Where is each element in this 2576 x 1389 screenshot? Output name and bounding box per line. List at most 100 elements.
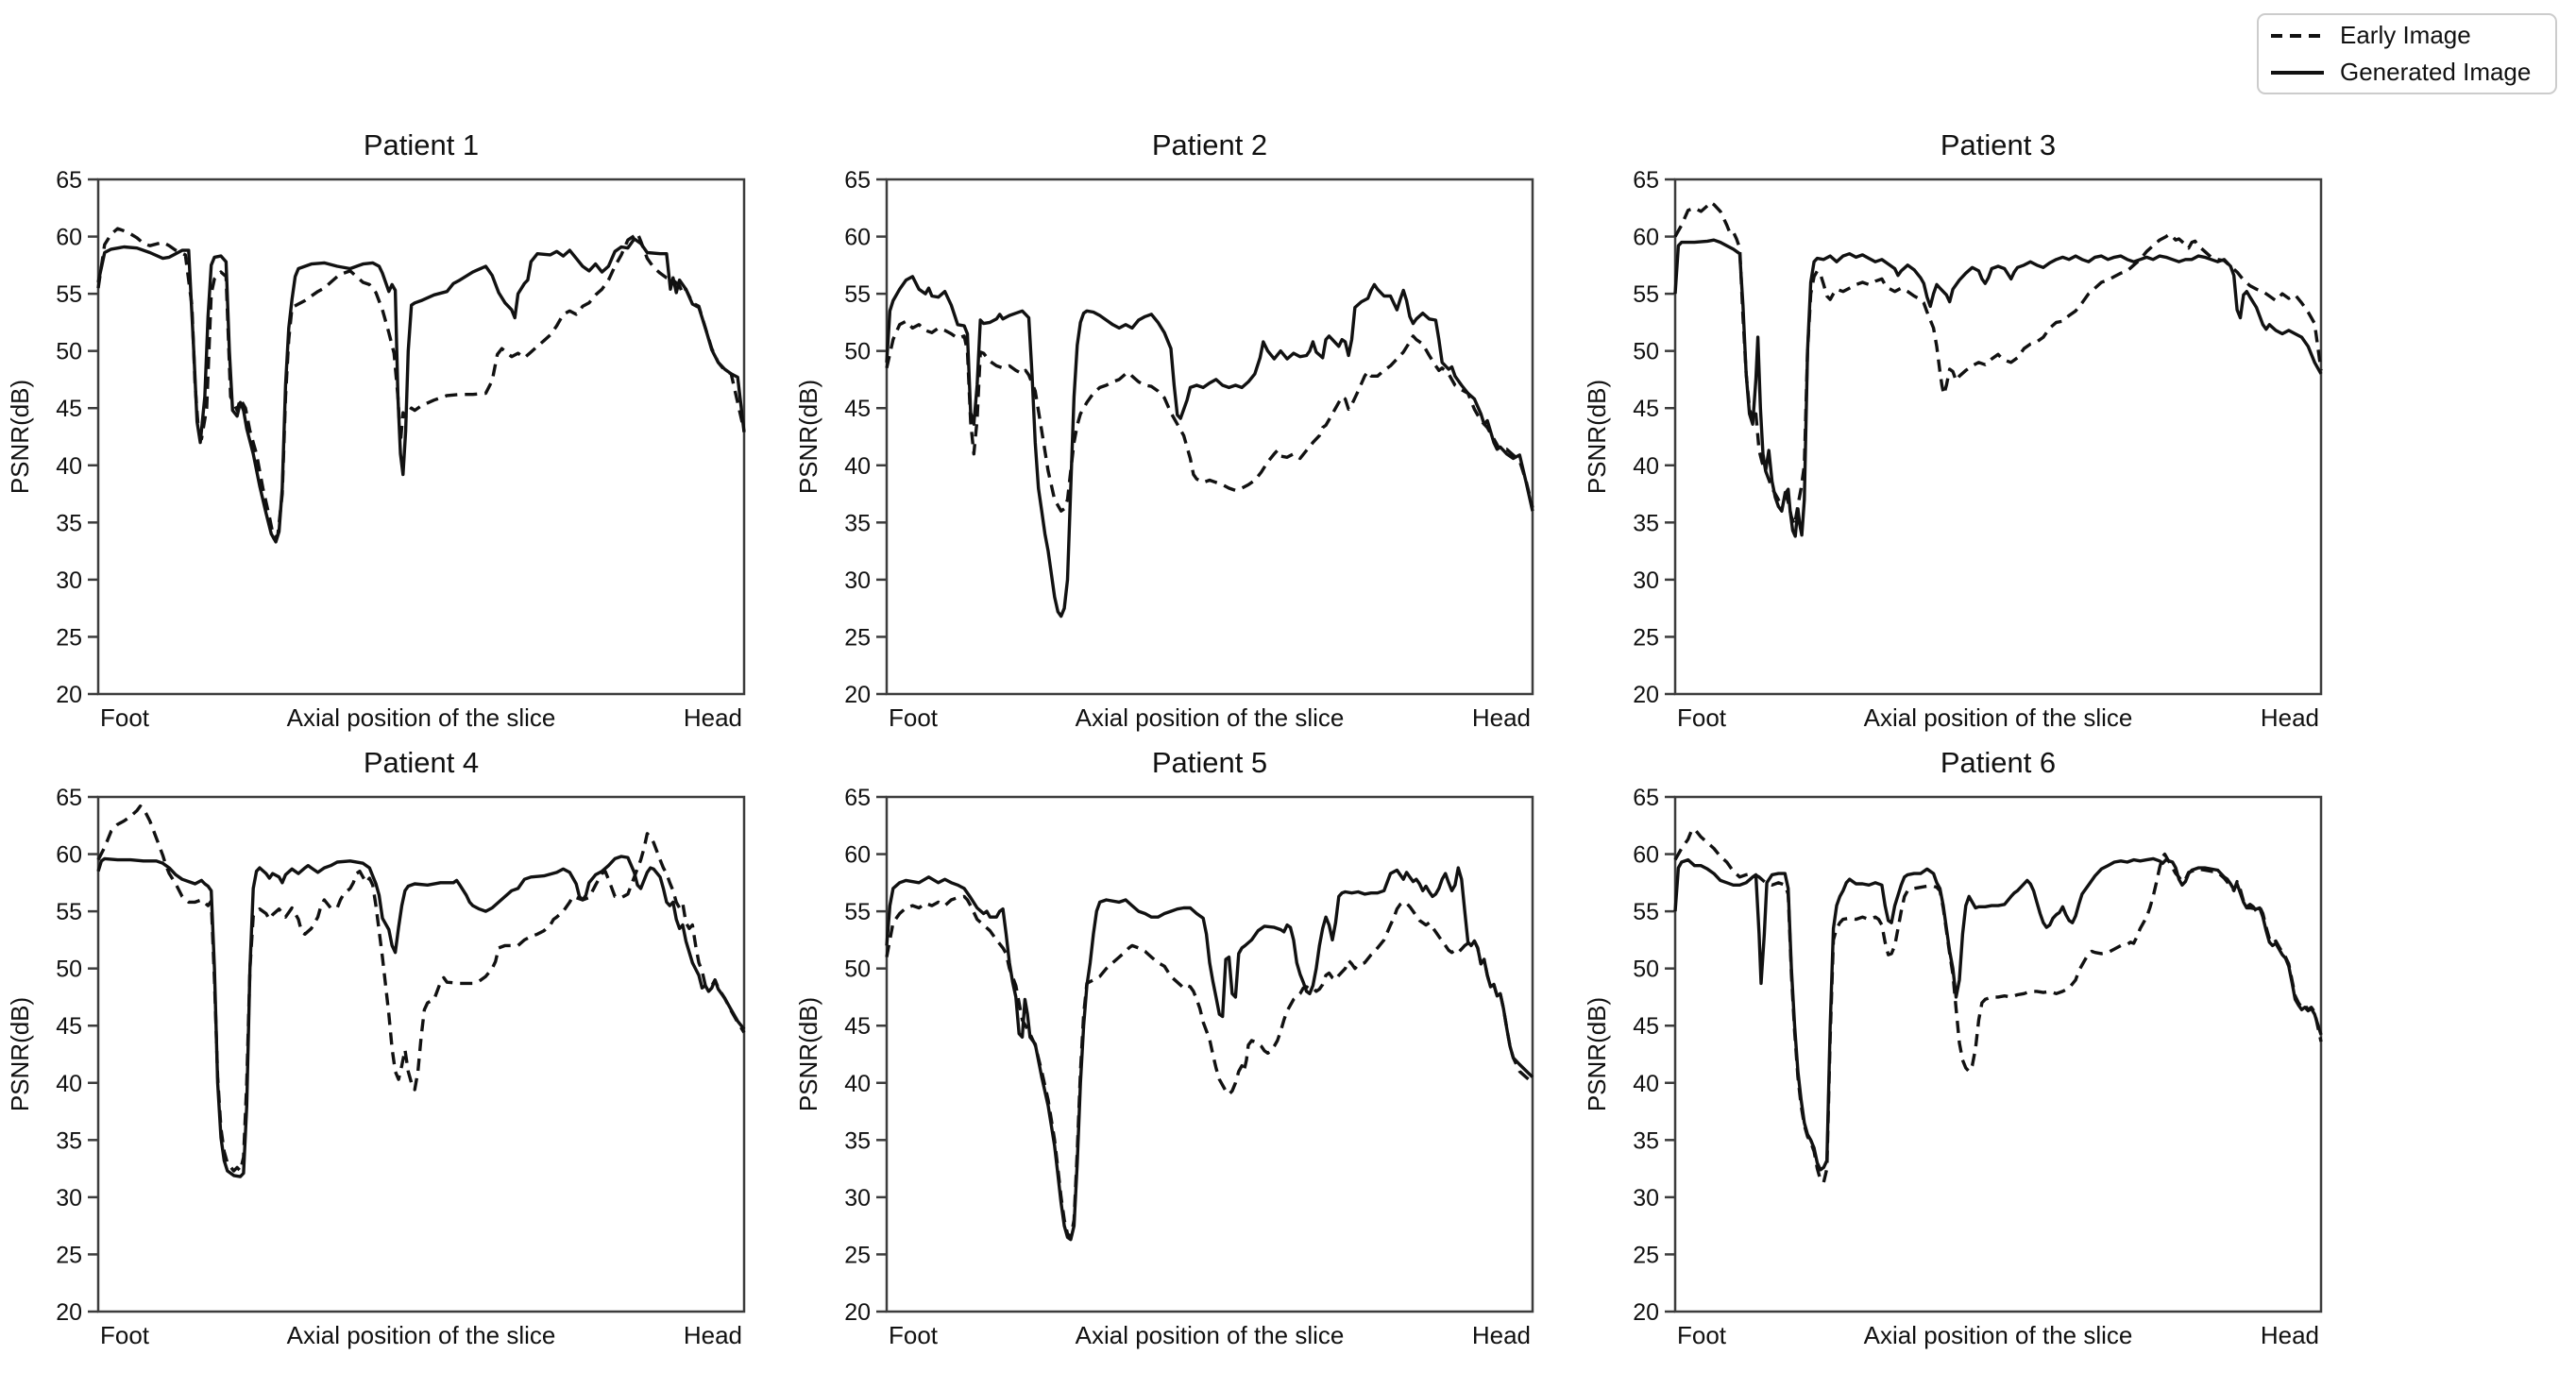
y-axis-label: PSNR(dB) — [794, 997, 822, 1111]
y-tick-label: 50 — [1633, 957, 1659, 983]
y-tick-label: 55 — [844, 281, 871, 308]
y-tick-label: 50 — [56, 339, 82, 365]
y-tick-label: 65 — [1633, 167, 1659, 194]
y-tick-label: 55 — [56, 899, 82, 925]
x-end-label-foot: Foot — [1677, 1321, 1727, 1349]
y-tick-label: 30 — [56, 567, 82, 594]
plot-area-patient-6: 20 25 30 35 40 45 50 55 60 65 PSNR(dB) Foot Axial po… — [1583, 785, 2323, 1349]
x-end-label-foot: Foot — [100, 1321, 150, 1349]
y-tick-label: 25 — [1633, 1242, 1659, 1268]
y-tick-label: 65 — [844, 167, 871, 194]
legend: Early Image Generated Image — [2257, 13, 2557, 94]
subplot-patient-5: 20 25 30 35 40 45 50 55 60 65 PSNR(dB) Foot Axial po… — [792, 738, 1548, 1362]
x-end-label-foot: Foot — [100, 703, 150, 732]
y-tick-label: 30 — [1633, 1185, 1659, 1211]
x-axis-label: Axial position of the slice — [1076, 703, 1345, 732]
y-axis-label: PSNR(dB) — [6, 380, 34, 494]
x-axis-label: Axial position of the slice — [1076, 1321, 1345, 1349]
y-tick-label: 35 — [1633, 1127, 1659, 1154]
x-axis-label: Axial position of the slice — [1864, 703, 2133, 732]
x-end-label-head: Head — [2261, 1321, 2319, 1349]
y-tick-label: 45 — [1633, 1013, 1659, 1040]
y-tick-label: 35 — [1633, 510, 1659, 536]
y-tick-label: 25 — [1633, 624, 1659, 651]
plot-area-patient-2: 20 25 30 35 40 45 50 55 60 65 PSNR(dB) Foot Axial po… — [794, 167, 1534, 732]
y-tick-label: 40 — [844, 1071, 871, 1097]
y-tick-label: 30 — [56, 1185, 82, 1211]
y-axis-label: PSNR(dB) — [6, 997, 34, 1111]
plot-title-patient-4: Patient 4 — [363, 746, 480, 779]
series-dashed — [885, 319, 1534, 513]
y-tick-label: 40 — [56, 453, 82, 480]
y-tick-label: 40 — [844, 453, 871, 480]
axis-frame — [96, 795, 746, 1313]
plot-area-patient-4: 20 25 30 35 40 45 50 55 60 65 PSNR(dB) Foot Axial po… — [6, 785, 746, 1349]
x-end-label-foot: Foot — [1677, 703, 1727, 732]
series-solid — [885, 866, 1534, 1242]
x-end-label-head: Head — [2261, 703, 2319, 732]
y-tick-label: 40 — [56, 1071, 82, 1097]
axis-frame — [1673, 178, 2323, 696]
y-tick-label: 55 — [1633, 281, 1659, 308]
x-axis-label: Axial position of the slice — [287, 703, 556, 732]
axis-frame — [96, 178, 746, 696]
subplot-patient-1: 20 25 30 35 40 45 50 55 60 65 PSNR(dB) Foot Axial po… — [4, 121, 759, 744]
y-tick-label: 35 — [844, 510, 871, 536]
x-end-label-head: Head — [1472, 1321, 1531, 1349]
x-axis-label: Axial position of the slice — [287, 1321, 556, 1349]
plot-title-patient-5: Patient 5 — [1151, 746, 1268, 779]
x-axis-label: Axial position of the slice — [1864, 1321, 2133, 1349]
y-tick-label: 60 — [1633, 842, 1659, 869]
y-tick-label: 30 — [844, 567, 871, 594]
x-end-label-head: Head — [684, 703, 742, 732]
axis-frame — [885, 178, 1534, 696]
subplot-patient-6: 20 25 30 35 40 45 50 55 60 65 PSNR(dB) Foot Axial po… — [1581, 738, 2336, 1362]
y-tick-label: 55 — [1633, 899, 1659, 925]
y-tick-label: 65 — [56, 167, 82, 194]
plot-title-patient-6: Patient 6 — [1940, 746, 2057, 779]
y-tick-label: 60 — [844, 225, 871, 251]
y-tick-label: 55 — [844, 899, 871, 925]
y-tick-label: 20 — [1633, 1299, 1659, 1326]
y-tick-label: 30 — [1633, 567, 1659, 594]
y-tick-label: 20 — [56, 682, 82, 708]
y-tick-label: 65 — [844, 785, 871, 811]
y-tick-label: 35 — [56, 1127, 82, 1154]
y-tick-label: 35 — [56, 510, 82, 536]
subplot-patient-4: 20 25 30 35 40 45 50 55 60 65 PSNR(dB) Foot Axial po… — [4, 738, 759, 1362]
plot-area-patient-3: 20 25 30 35 40 45 50 55 60 65 PSNR(dB) Foot Axial po… — [1583, 167, 2323, 732]
y-tick-label: 65 — [56, 785, 82, 811]
y-tick-label: 20 — [56, 1299, 82, 1326]
plot-title-patient-2: Patient 2 — [1151, 128, 1268, 161]
y-tick-label: 20 — [1633, 682, 1659, 708]
y-tick-label: 45 — [56, 1013, 82, 1040]
x-end-label-foot: Foot — [889, 1321, 939, 1349]
y-tick-label: 25 — [56, 1242, 82, 1268]
y-tick-label: 30 — [844, 1185, 871, 1211]
y-tick-label: 40 — [1633, 453, 1659, 480]
axis-frame — [885, 795, 1534, 1313]
dashed-line-sample-icon — [2270, 32, 2325, 40]
series-dashed — [885, 894, 1534, 1239]
y-tick-label: 50 — [844, 957, 871, 983]
y-tick-label: 60 — [1633, 225, 1659, 251]
series-dashed — [1673, 827, 2323, 1184]
x-end-label-head: Head — [684, 1321, 742, 1349]
y-tick-label: 55 — [56, 281, 82, 308]
y-tick-label: 25 — [844, 1242, 871, 1268]
x-end-label-foot: Foot — [889, 703, 939, 732]
y-tick-label: 50 — [844, 339, 871, 365]
plot-area-patient-1: 20 25 30 35 40 45 50 55 60 65 PSNR(dB) Foot Axial po… — [6, 167, 746, 732]
axis-frame — [1673, 795, 2323, 1313]
y-axis-label: PSNR(dB) — [1583, 997, 1611, 1111]
y-tick-label: 60 — [56, 225, 82, 251]
series-solid — [1673, 856, 2323, 1172]
y-tick-label: 60 — [844, 842, 871, 869]
series-solid — [96, 237, 746, 544]
y-tick-label: 35 — [844, 1127, 871, 1154]
subplot-patient-3: 20 25 30 35 40 45 50 55 60 65 PSNR(dB) Foot Axial po… — [1581, 121, 2336, 744]
legend-item-generated: Generated Image — [2270, 58, 2544, 87]
y-tick-label: 45 — [844, 396, 871, 422]
plot-title-patient-3: Patient 3 — [1940, 128, 2057, 161]
